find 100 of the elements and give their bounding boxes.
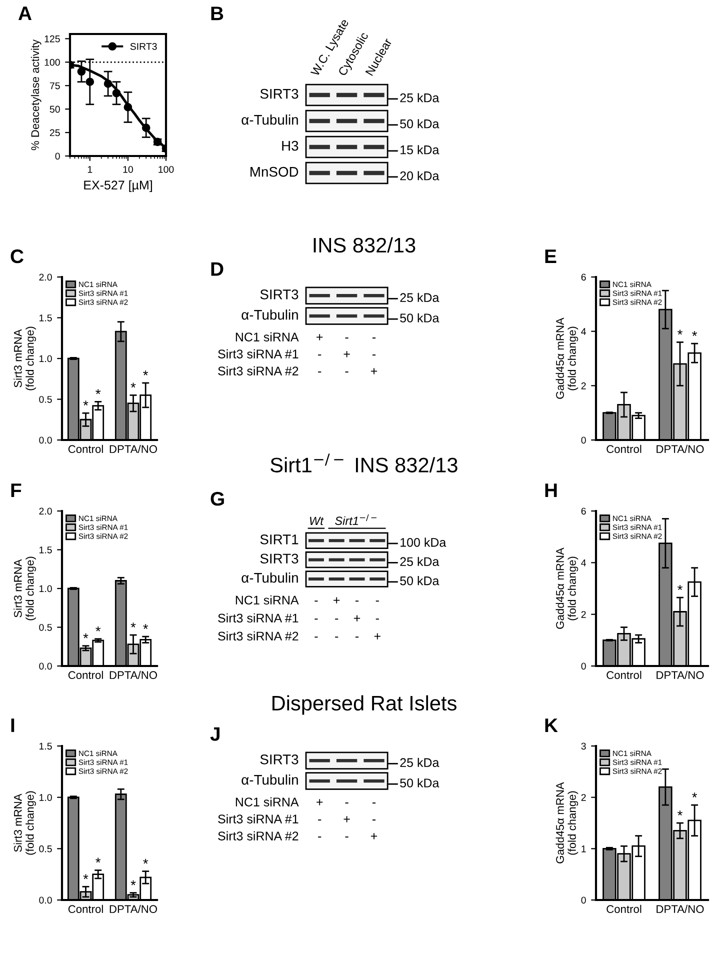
text: - (376, 600, 379, 602)
y-axis-title: % Deacetylase activity (30, 39, 42, 150)
category-label: 20 kDa (400, 171, 440, 180)
x-tick-label: Control (68, 904, 103, 914)
text: + (316, 799, 323, 806)
x-tick-label: Control (68, 670, 103, 680)
text: Sirt3 siRNA #2 (218, 631, 298, 641)
data-label: * (678, 330, 682, 335)
y-axis-title: Gadd45α mRNA (fold change) (556, 318, 578, 399)
x-tick-label: DPTA/NO (656, 904, 704, 914)
category-label: α-Tubulin (242, 774, 298, 785)
text: + (344, 351, 350, 358)
x-tick-label: Control (606, 444, 642, 454)
x-tick-label: Control (606, 670, 642, 680)
legend-label: SIRT3 (130, 43, 157, 50)
text: Sirt3 siRNA #2 (218, 831, 298, 840)
y-tick-label: 2 (581, 794, 586, 801)
y-tick-label: 2.0 (39, 274, 52, 281)
y-axis-title: Gadd45α mRNA (fold change) (556, 782, 578, 864)
text: Sirt3 siRNA #1 (218, 613, 298, 623)
data-label: * (143, 624, 148, 629)
y-tick-label: 0.0 (39, 436, 52, 444)
text: - (335, 618, 338, 620)
text: + (354, 615, 360, 622)
y-tick-label: 1.5 (40, 546, 52, 554)
category-label: 15 kDa (400, 145, 440, 154)
category-label: MnSOD (250, 166, 298, 177)
category-label: SIRT1 (260, 534, 298, 544)
data-label: * (96, 858, 101, 863)
y-axis-title: Gadd45α mRNA (fold change) (556, 548, 578, 629)
text: - (314, 600, 318, 602)
text: + (334, 597, 340, 604)
text: Sirt3 siRNA #1 (218, 814, 298, 824)
data-label: * (83, 874, 88, 880)
text: - (355, 636, 359, 638)
y-tick-label: 75 (50, 82, 60, 90)
x-tick-label: DPTA/NO (656, 670, 704, 680)
text: - (376, 618, 379, 620)
data-label: * (143, 858, 148, 864)
y-tick-label: 1.0 (40, 585, 52, 592)
x-tick-label: DPTA/NO (110, 444, 157, 454)
data-label: * (83, 633, 88, 638)
category-label: 25 kDa (400, 292, 440, 302)
y-tick-label: 125 (44, 35, 60, 42)
category-label: 25 kDa (400, 758, 440, 768)
y-tick-label: 1 (582, 846, 586, 852)
data-label: * (678, 585, 682, 590)
data-label: * (83, 400, 88, 406)
text: - (345, 836, 348, 838)
y-tick-label: 0.0 (39, 662, 52, 670)
text: Dispersed Rat Islets (272, 695, 456, 715)
category-label: 50 kDa (400, 576, 440, 586)
x-tick-label: Control (68, 444, 103, 454)
y-tick-label: 2 (581, 382, 586, 390)
category-label: 100 kDa (400, 538, 446, 547)
category-label: SIRT3 (260, 754, 298, 764)
y-tick-label: 25 (50, 129, 60, 136)
data-label: * (130, 622, 136, 628)
category-label: α-Tubulin (242, 114, 298, 125)
text: NC1 siRNA (236, 797, 299, 806)
y-axis-title: Sirt3 mRNA (fold change) (14, 791, 36, 855)
y-axis-title: Sirt3 mRNA (fold change) (14, 556, 36, 620)
text: Sirt1$^{−/−}$ INS 832/13 (270, 454, 458, 472)
data-label: * (143, 370, 148, 376)
chart-title: A (18, 6, 32, 20)
data-label: * (678, 810, 682, 816)
category-label: 25 kDa (400, 556, 440, 566)
data-label: * (130, 382, 136, 388)
y-tick-label: 0.5 (39, 845, 52, 852)
text: + (316, 334, 323, 340)
x-tick-label: 1 (88, 166, 92, 173)
category-label: 25 kDa (400, 93, 440, 102)
y-axis-title: Sirt3 mRNA (fold change) (14, 326, 36, 390)
category-label: Wt (310, 516, 324, 526)
y-tick-label: 6 (581, 274, 586, 281)
category-label: α-Tubulin (242, 310, 298, 320)
text: - (372, 354, 376, 356)
category-label: SIRT3 (260, 289, 298, 300)
y-tick-label: 1.0 (40, 355, 52, 362)
y-tick-label: 0 (581, 436, 586, 444)
data-label: * (130, 880, 136, 886)
x-tick-label: DPTA/NO (656, 444, 704, 454)
text: - (372, 802, 376, 804)
text: G (210, 492, 224, 506)
y-tick-label: 2.0 (39, 508, 52, 515)
text: D (211, 262, 224, 276)
text: INS 832/13 (314, 237, 416, 253)
x-tick-label: DPTA/NO (110, 904, 157, 914)
text: J (210, 727, 220, 741)
y-tick-label: 1.0 (40, 794, 52, 801)
chart-title: E (545, 250, 556, 263)
text: NC1 siRNA (236, 332, 299, 342)
category-label: α-Tubulin (242, 572, 298, 583)
text: NC1 siRNA (236, 595, 299, 605)
chart-title: F (11, 484, 22, 497)
chart-title: I (11, 718, 14, 732)
y-tick-label: 3 (581, 742, 586, 750)
text: - (335, 636, 338, 638)
y-tick-label: 0 (581, 896, 586, 904)
y-tick-label: 0.0 (39, 896, 52, 904)
